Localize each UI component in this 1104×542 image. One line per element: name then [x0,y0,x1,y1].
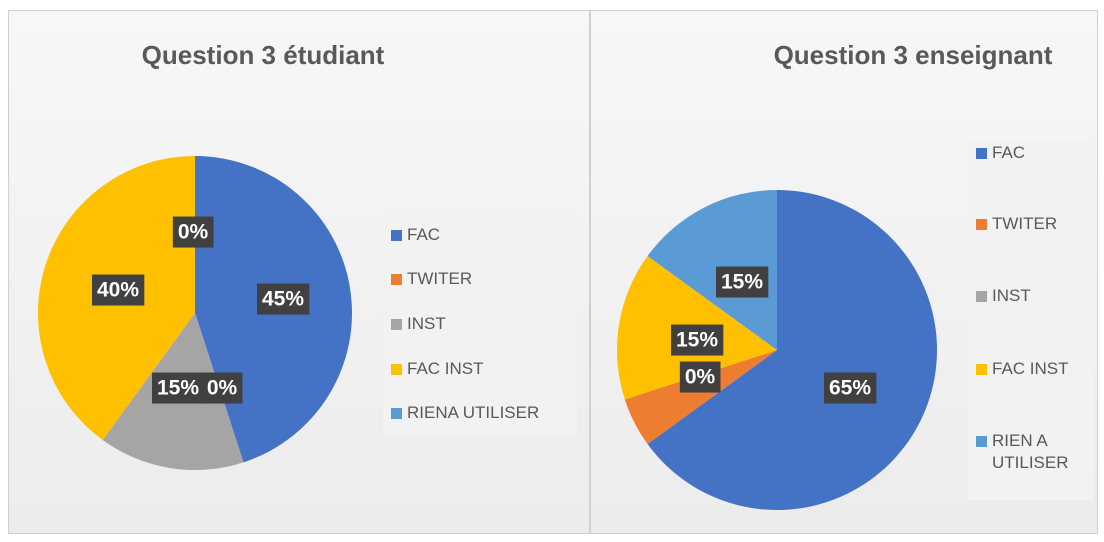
legend-entry: RIEN A UTILISER [976,430,1092,474]
chart-title: Question 3 enseignant [774,40,1053,70]
legend-label: FAC [992,143,1026,162]
pie-slice [647,190,777,350]
pie-slice [624,350,777,445]
legend-swatch [391,319,402,330]
legend-entry: TWITER [976,213,1057,235]
legend-label: RIENA UTILISER [407,403,540,422]
legend-entry: FAC [976,142,1025,164]
legend-swatch [391,230,402,241]
data-label-box [256,283,310,315]
data-label: 65% [829,377,871,400]
data-label: 0% [685,366,716,389]
data-label-box [172,216,214,248]
data-label: 15% [676,329,718,352]
legend-swatch [976,219,987,230]
legend-label: FAC [407,225,441,244]
data-label-box [151,372,205,404]
legend-swatch [976,291,987,302]
legend: FAC TWITER INST FAC INST RIENA UTILISER [383,210,577,435]
legend-entry: FAC INST [976,358,1069,380]
data-label-box [201,372,243,404]
legend-label: FAC INST [992,359,1069,378]
data-label-box [670,324,724,356]
legend-entry: INST [391,313,446,335]
legend-swatch [976,364,987,375]
legend: FAC TWITER INST FAC INST RIEN A UTILISER [968,140,1094,500]
legend-label: INST [992,286,1031,305]
legend-swatch [976,436,987,447]
data-label: 0% [207,377,238,400]
data-label: 45% [262,288,304,311]
pie-slice [647,190,937,510]
legend-label: TWITER [407,269,473,288]
data-label-box [823,372,877,404]
data-label-box [715,266,769,298]
legend-entry: FAC [391,224,440,246]
legend-swatch [391,408,402,419]
data-label: 15% [157,377,199,400]
legend-entry: FAC INST [391,358,484,380]
legend-swatch [391,274,402,285]
data-label-box [91,274,145,306]
data-label: 0% [178,221,209,244]
legend-label: INST [407,314,446,333]
legend-label: TWITER [992,214,1058,233]
chart-title: Question 3 étudiant [142,40,385,70]
data-label: 15% [721,271,763,294]
legend-label: RIEN A UTILISER [992,431,1069,472]
legend-swatch [391,364,402,375]
legend-label: FAC INST [407,359,484,378]
legend-swatch [976,148,987,159]
legend-entry: TWITER [391,268,472,290]
data-label: 40% [97,279,139,302]
data-label-box [679,361,721,393]
legend-entry: INST [976,285,1031,307]
legend-entry: RIENA UTILISER [391,402,539,424]
